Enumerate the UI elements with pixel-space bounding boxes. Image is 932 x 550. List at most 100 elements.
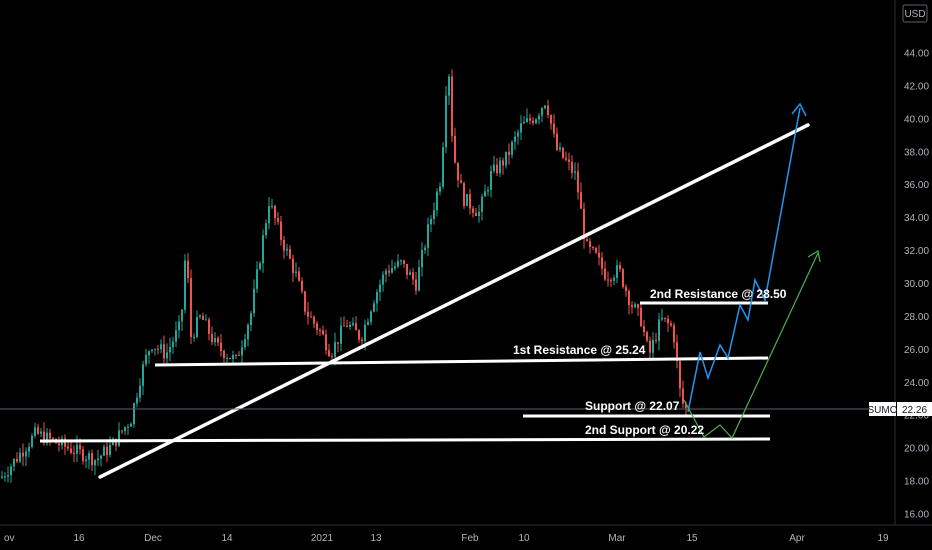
candle [463,181,465,209]
candle [424,244,426,254]
candle [652,332,654,360]
candle [622,268,624,289]
candle [577,162,579,200]
candle [7,466,9,483]
candle-body [571,161,573,173]
candle [598,244,600,266]
candle [556,127,558,152]
candle-body [442,147,444,187]
time-axis[interactable]: ov 16 Dec 14 2021 13 Feb 10 Mar 15 Apr 19 [4,533,889,544]
candle [178,315,180,339]
price-axis[interactable]: 16.00 18.00 20.00 22.00 24.00 26.00 28.00 30.00… [904,49,929,521]
candle [4,472,6,482]
candle [568,152,570,171]
candle [385,268,387,283]
candle-body [424,247,426,250]
candle [46,428,48,446]
candle [277,212,279,225]
candle [607,271,609,287]
candle [91,449,93,472]
candle [610,277,612,287]
candle-body [178,321,180,331]
candle [352,317,354,327]
candle [442,142,444,190]
candle [103,444,105,456]
candle [220,333,222,357]
candle [238,351,240,356]
candle [586,236,588,242]
symbol-label: SUMO [868,405,898,416]
candle [559,142,561,153]
candle-body [412,272,414,280]
candle [217,336,219,347]
candle-body [658,319,660,341]
candle [436,188,438,217]
candle [160,339,162,354]
candle-body [235,354,237,356]
candle-body [259,263,261,270]
candle [145,348,147,367]
candle-body [625,286,627,292]
candle-body [148,351,150,356]
candle-body [82,449,84,462]
candle-body [679,361,681,389]
candle-body [256,269,258,289]
candle-body [649,340,651,353]
candle [223,349,225,363]
candle [70,441,72,455]
candle-body [247,324,249,340]
candle [214,332,216,347]
candle-body [592,246,594,248]
candle-body [514,136,516,143]
candle [679,359,681,397]
candle-body [79,444,81,450]
y-tick-label: 26.00 [904,345,929,356]
candle [370,310,372,326]
candle-body [217,338,219,343]
candle [511,139,513,159]
candle [394,262,396,271]
candle [667,315,669,332]
candle [400,259,402,266]
candle-body [88,453,90,460]
y-tick-label: 24.00 [904,378,929,389]
candle [211,326,213,346]
candle-body [109,444,111,456]
candle-body [373,303,375,312]
candle [670,320,672,328]
candle-body [202,315,204,320]
candle [376,289,378,312]
candle-body [565,157,567,160]
x-tick-label: 14 [221,533,233,544]
candle-body [541,108,543,116]
candle-body [487,189,489,192]
candle-body [136,397,138,404]
candle [673,322,675,349]
projection-path-blue [687,107,801,413]
candle [358,328,360,343]
candle-body [427,224,429,248]
candle-body [250,313,252,325]
candle [541,107,543,123]
candle [634,302,636,309]
candle-body [169,347,171,353]
candle-body [190,278,192,338]
candle [40,428,42,438]
y-tick-label: 32.00 [904,246,929,257]
y-tick-label: 16.00 [904,510,929,521]
candle-body [325,334,327,351]
candle [280,216,282,246]
annotation-1st-resistance: 1st Resistance @ 25.24 [513,343,646,357]
candle-body [520,123,522,133]
candle [85,455,87,468]
candle [274,204,276,226]
candle [469,188,471,215]
candle [403,259,405,268]
candle-body [28,446,30,452]
candle-body [337,342,339,344]
candle [493,155,495,174]
candle-body [460,180,462,184]
candle-body [118,430,120,446]
candle [655,332,657,344]
